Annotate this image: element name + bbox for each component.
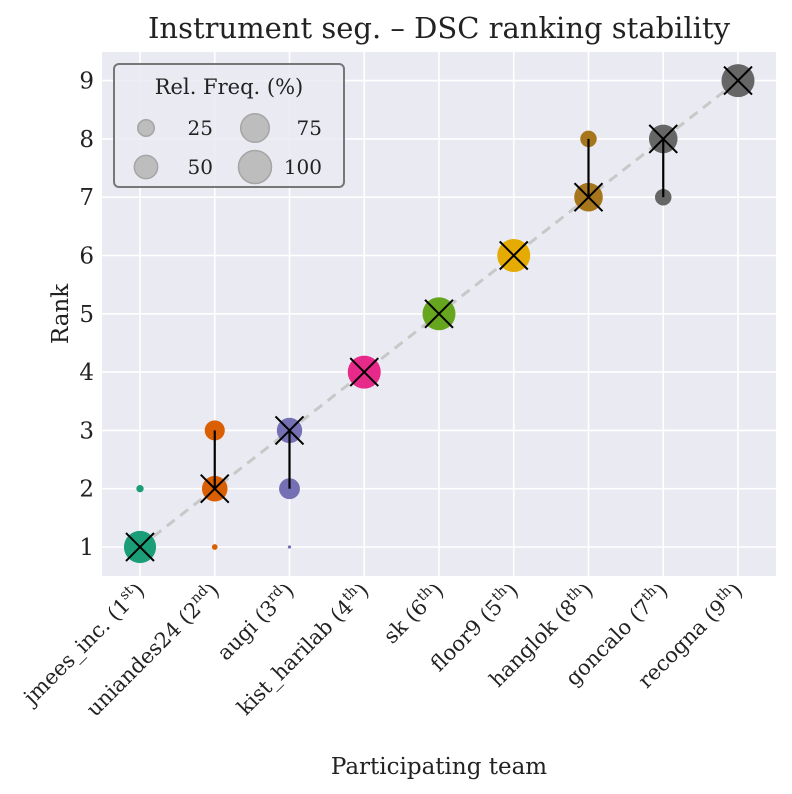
team-group (721, 64, 755, 98)
legend-size-marker (239, 112, 271, 144)
legend-entries: 25 50 75 100 (133, 112, 322, 185)
team-group (648, 124, 678, 206)
legend-entry-label: 25 (188, 116, 213, 140)
median-marker-stroke-b (349, 357, 379, 387)
legend-title: Rel. Freq. (%) (155, 75, 303, 99)
median-marker-stroke-b (125, 532, 155, 562)
legend-size-marker (133, 154, 159, 180)
y-tick-labels: 1 2 3 4 5 6 7 8 9 (79, 69, 94, 561)
median-marker-stroke-b (723, 65, 753, 96)
x-axis-label: Participating team (331, 754, 547, 780)
y-axis-label: Rank (48, 283, 74, 344)
team-group (123, 485, 157, 564)
legend-box (113, 63, 345, 188)
rank-frequency-point (136, 485, 144, 493)
y-tick-label: 4 (79, 360, 94, 386)
legend-size-marker (137, 119, 155, 137)
legend-entry-label: 50 (188, 155, 213, 179)
y-tick-label: 3 (79, 418, 94, 444)
median-marker-stroke-b (424, 299, 454, 329)
legend-entry-label: 75 (297, 116, 322, 140)
median-marker-stroke-b (200, 473, 230, 504)
team-group (422, 297, 456, 331)
chart-title: Instrument seg. – DSC ranking stability (148, 11, 731, 45)
legend: Rel. Freq. (%) 25 50 75 100 (113, 63, 345, 188)
y-tick-label: 8 (79, 127, 94, 153)
y-tick-label: 6 (79, 244, 94, 270)
team-group (274, 415, 305, 549)
team-group (347, 355, 381, 389)
team-group (497, 239, 531, 272)
median-marker-stroke-b (573, 182, 604, 212)
data-marks (123, 64, 755, 564)
rank-frequency-point (211, 544, 218, 550)
legend-entry-label: 100 (284, 155, 322, 179)
team-group (573, 130, 604, 212)
y-tick-label: 7 (79, 185, 94, 211)
y-tick-label: 5 (79, 302, 94, 328)
median-marker-stroke-b (274, 415, 305, 446)
rank-frequency-point (287, 545, 292, 549)
median-marker-stroke-b (648, 124, 678, 154)
y-tick-label: 9 (79, 69, 94, 95)
median-marker-stroke-b (499, 240, 529, 271)
legend-size-marker (237, 149, 273, 185)
y-tick-label: 1 (79, 535, 94, 561)
team-group (200, 420, 230, 550)
y-tick-label: 2 (79, 477, 94, 503)
